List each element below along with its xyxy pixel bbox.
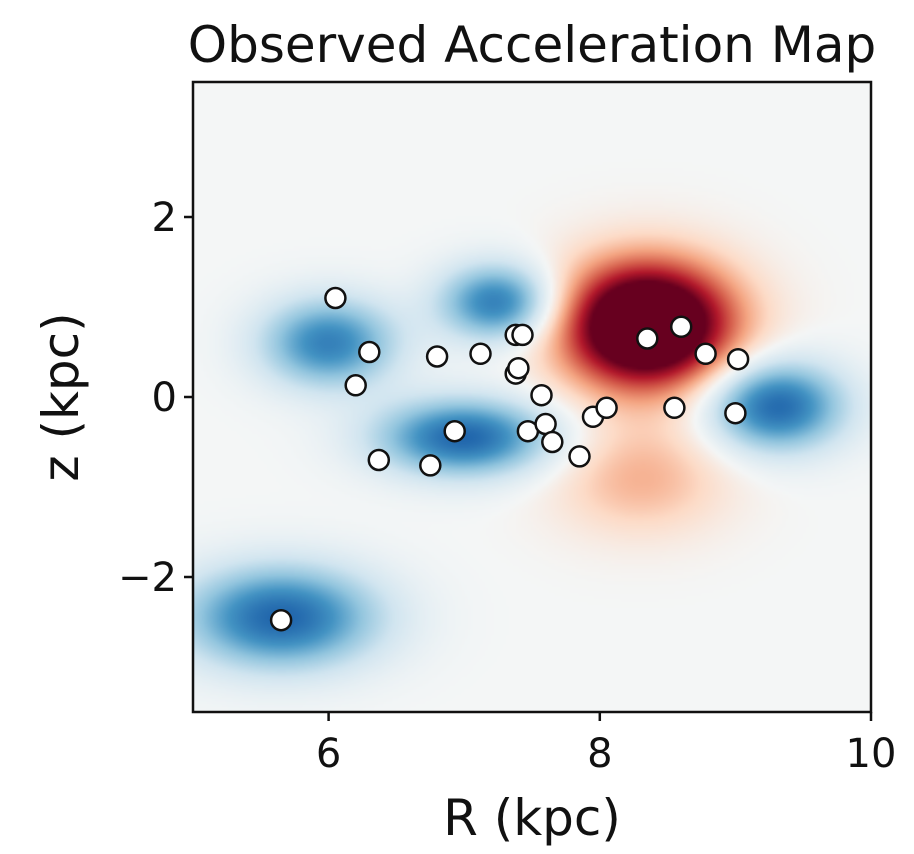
star-marker: [669, 315, 693, 339]
star-marker: [425, 345, 449, 368]
star-marker: [443, 419, 466, 443]
star-marker: [568, 445, 591, 468]
y-tick-label: 0: [152, 375, 177, 421]
star-marker: [511, 323, 534, 347]
star-marker: [269, 608, 293, 632]
x-axis-ticks: 6 8 10: [316, 712, 897, 777]
x-tick-label: 10: [846, 731, 897, 777]
x-axis-label: R (kpc): [443, 789, 621, 847]
star-marker: [595, 396, 618, 420]
star-marker: [694, 342, 717, 366]
star-marker: [419, 454, 442, 477]
star-marker: [541, 430, 564, 454]
y-tick-label: −2: [118, 555, 177, 601]
star-marker: [726, 347, 750, 371]
star-marker: [358, 340, 381, 364]
chart-title: Observed Acceleration Map: [188, 16, 877, 74]
star-marker: [663, 396, 686, 420]
star-marker: [367, 448, 391, 472]
y-axis-ticks: 2 0 −2: [118, 195, 193, 601]
y-axis-label: z (kpc): [32, 312, 90, 481]
x-tick-label: 8: [587, 731, 612, 777]
x-tick-label: 6: [316, 731, 341, 777]
star-marker: [469, 342, 492, 366]
star-marker: [724, 401, 747, 425]
star-marker: [530, 383, 553, 407]
star-marker: [507, 356, 530, 380]
plot-area: [191, 80, 873, 714]
y-tick-label: 2: [152, 195, 177, 241]
star-marker: [344, 374, 367, 397]
star-markers: [269, 286, 750, 632]
star-marker: [324, 286, 347, 310]
star-marker: [636, 327, 659, 350]
